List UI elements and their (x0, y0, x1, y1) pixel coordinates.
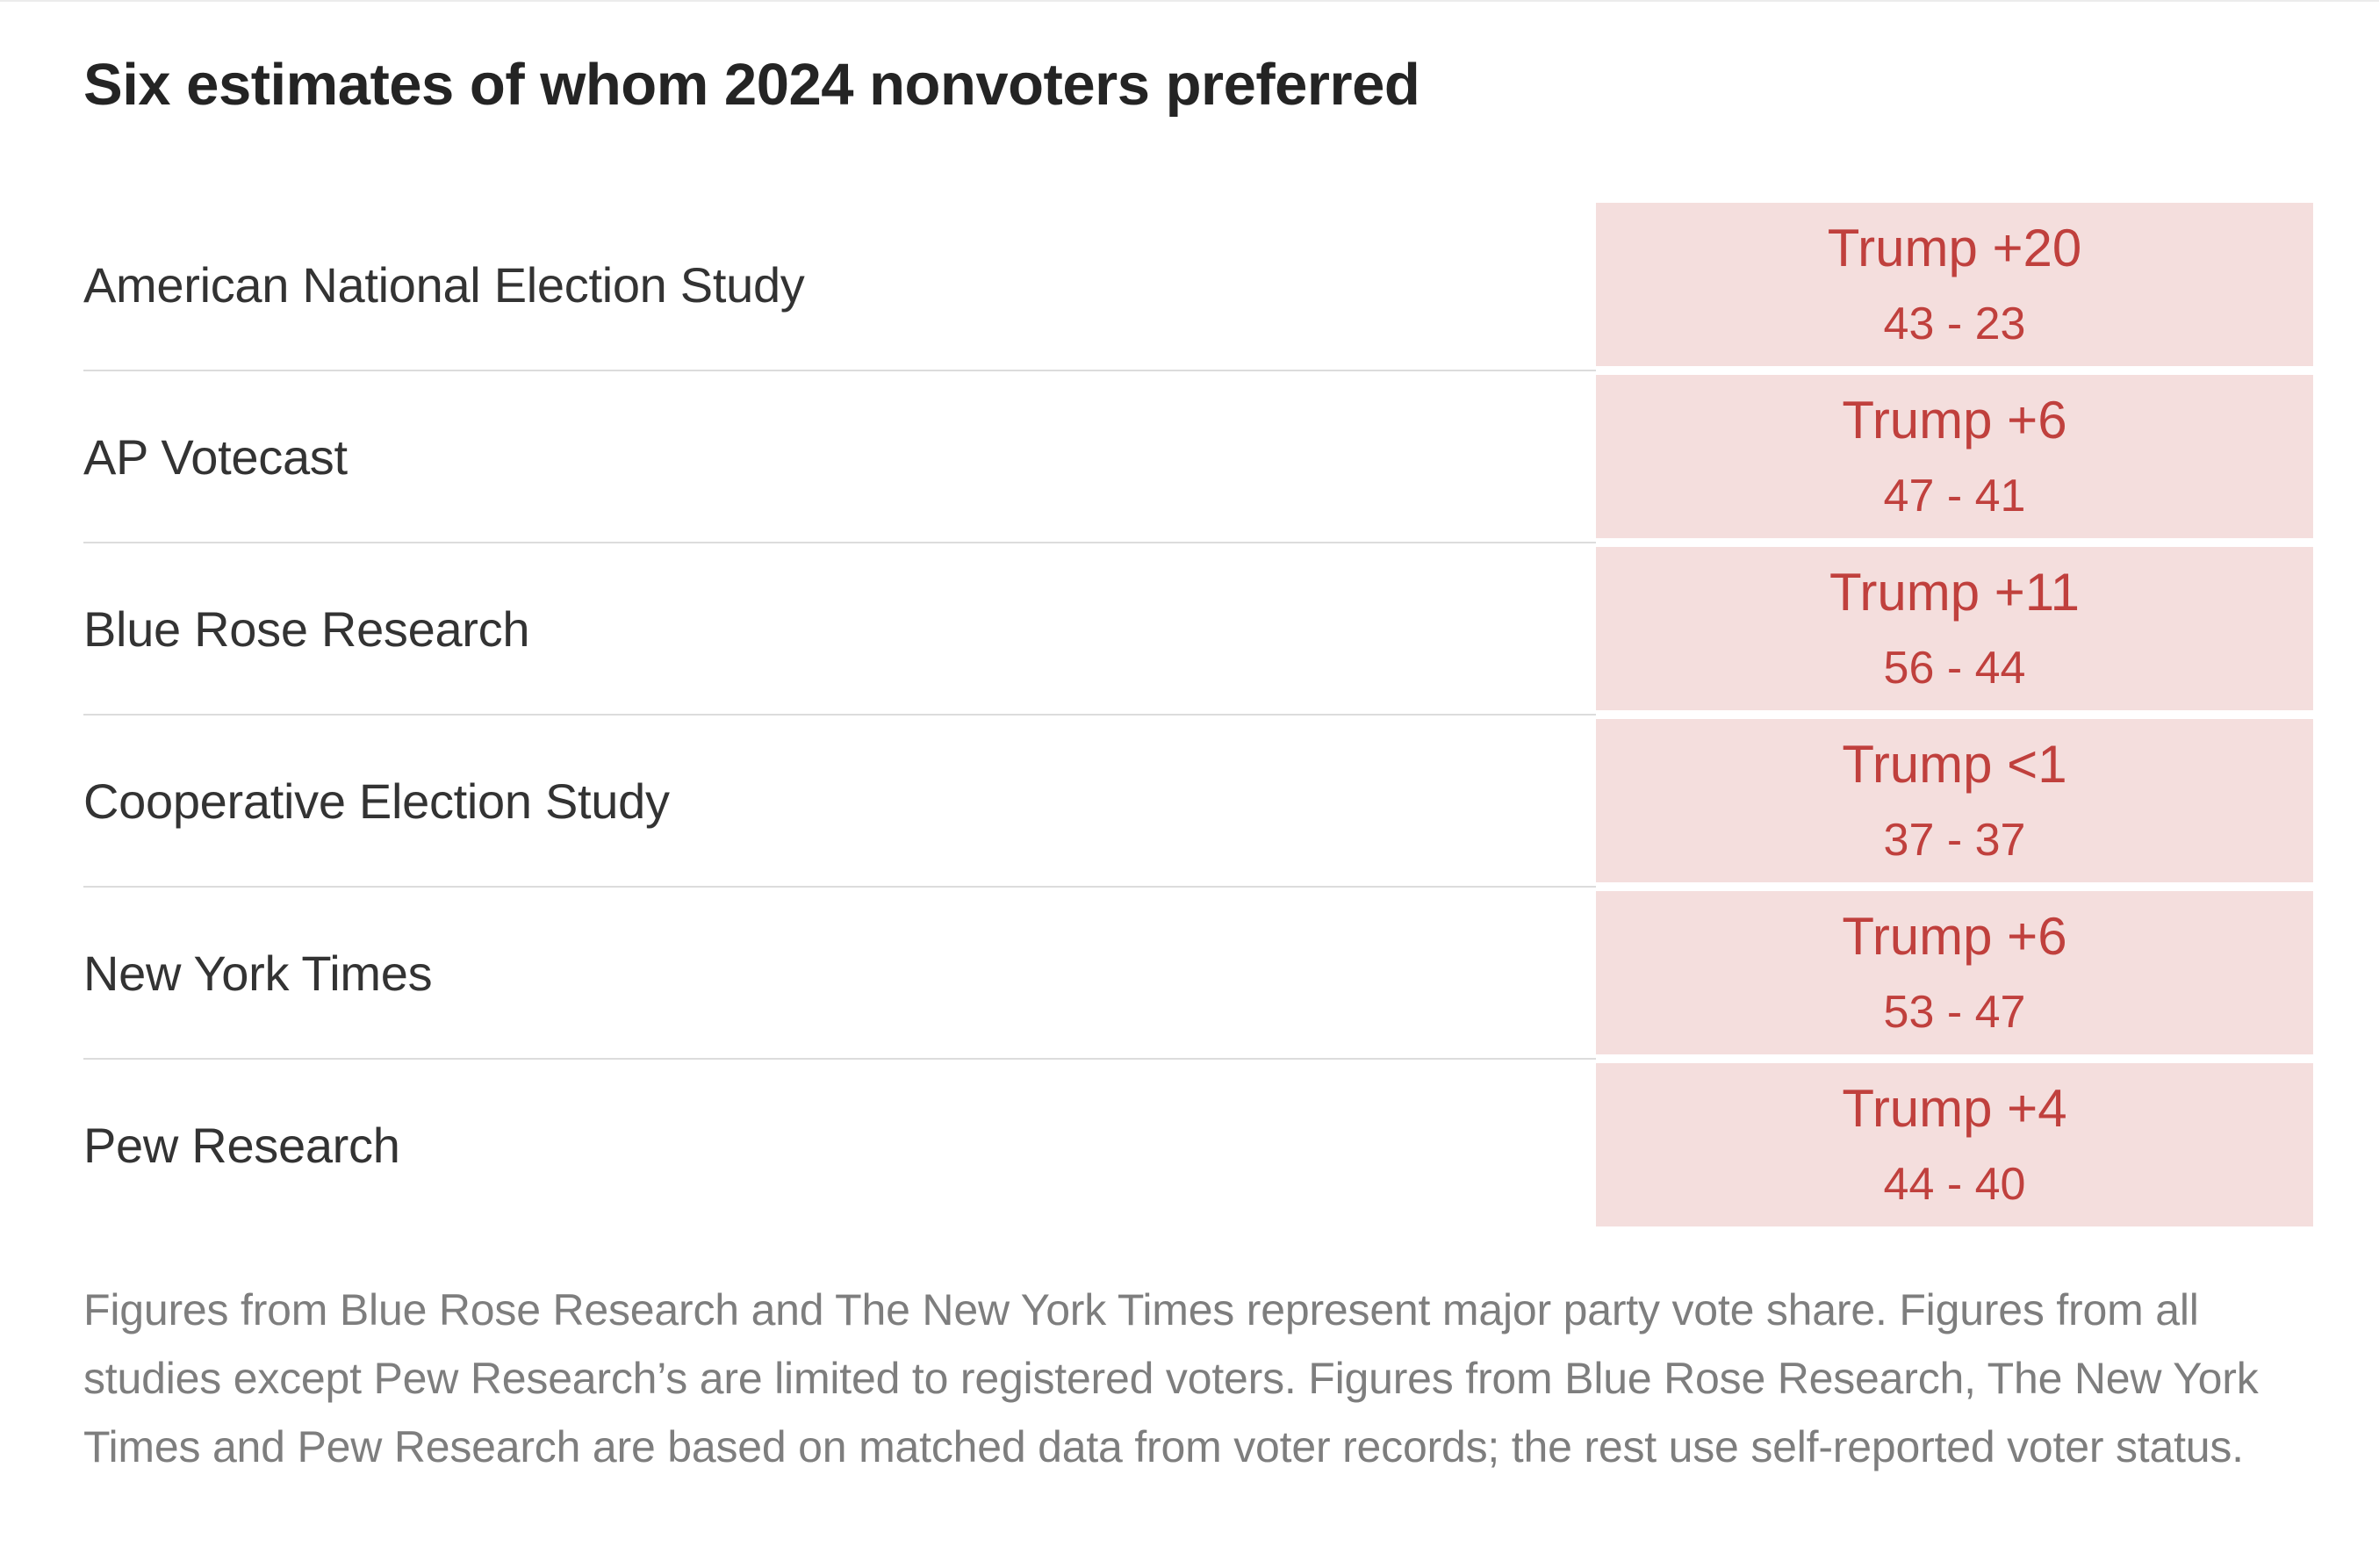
table-row: American National Election Study Trump +… (83, 203, 2313, 367)
table-row: Pew Research Trump +4 44 - 40 (83, 1058, 2313, 1227)
nonvoter-preference-figure: Six estimates of whom 2024 nonvoters pre… (0, 2, 2379, 1481)
result-cell: Trump +11 56 - 44 (1596, 547, 2313, 711)
study-name-label: Blue Rose Research (83, 601, 530, 657)
table-row: Blue Rose Research Trump +11 56 - 44 (83, 542, 2313, 711)
score-value: 44 - 40 (1883, 1159, 2026, 1211)
table-row: New York Times Trump +6 53 - 47 (83, 886, 2313, 1055)
margin-value: Trump +11 (1829, 563, 2081, 622)
margin-value: Trump +6 (1842, 391, 2067, 450)
page-title: Six estimates of whom 2024 nonvoters pre… (83, 52, 1420, 118)
score-value: 56 - 44 (1883, 643, 2026, 694)
score-value: 37 - 37 (1883, 815, 2026, 867)
study-name-label: AP Votecast (83, 428, 348, 485)
result-cell: Trump +6 47 - 41 (1596, 375, 2313, 539)
margin-value: Trump +4 (1842, 1079, 2067, 1139)
score-value: 43 - 23 (1883, 298, 2026, 350)
result-cell: Trump +4 44 - 40 (1596, 1063, 2313, 1227)
study-name-label: Cooperative Election Study (83, 773, 670, 829)
table-row: Cooperative Election Study Trump <1 37 -… (83, 714, 2313, 883)
score-value: 47 - 41 (1883, 471, 2026, 522)
footnote: Figures from Blue Rose Research and The … (83, 1285, 2259, 1472)
study-name-label: Pew Research (83, 1117, 400, 1173)
margin-value: Trump +6 (1842, 907, 2067, 967)
margin-value: Trump <1 (1842, 735, 2067, 795)
study-table: American National Election Study Trump +… (83, 203, 2313, 1227)
margin-value: Trump +20 (1827, 219, 2082, 278)
result-cell: Trump +20 43 - 23 (1596, 203, 2313, 367)
study-name-label: New York Times (83, 945, 433, 1001)
study-name-label: American National Election Study (83, 256, 805, 313)
table-row: AP Votecast Trump +6 47 - 41 (83, 370, 2313, 539)
result-cell: Trump +6 53 - 47 (1596, 891, 2313, 1055)
score-value: 53 - 47 (1883, 987, 2026, 1039)
result-cell: Trump <1 37 - 37 (1596, 719, 2313, 883)
